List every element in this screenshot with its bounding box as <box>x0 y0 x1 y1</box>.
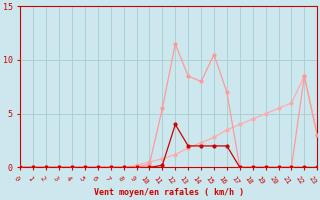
X-axis label: Vent moyen/en rafales ( km/h ): Vent moyen/en rafales ( km/h ) <box>94 188 244 197</box>
